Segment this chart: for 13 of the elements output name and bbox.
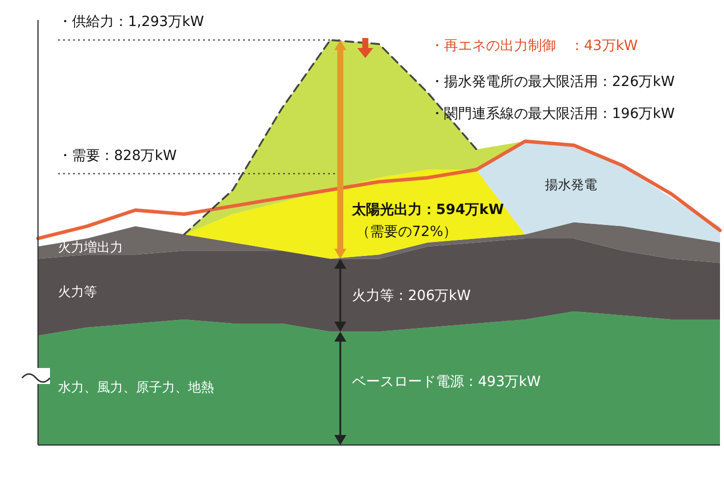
annotation: （需要の72%） [356,224,458,240]
annotation: ベースロード電源：493万kW [352,374,541,390]
annotation: ・再エネの出力制御 ：43万kW [430,38,638,54]
annotation: ・関門連系線の最大限活用：196万kW [430,106,675,122]
annotation: ・需要：828万kW [58,148,177,164]
series-label: 水力、風力、原子力、地熱 [58,380,214,396]
series-label: 火力等 [58,285,97,300]
series-label: 火力増出力 [58,240,123,256]
annotation: 太陽光出力：594万kW [351,202,504,218]
annotation: ・揚水発電所の最大限活用：226万kW [430,74,675,90]
text: ・供給力：1,293万kW [58,14,204,30]
series-label: 揚水発電 [545,178,598,193]
annotation: 火力等：206万kW [352,288,471,304]
